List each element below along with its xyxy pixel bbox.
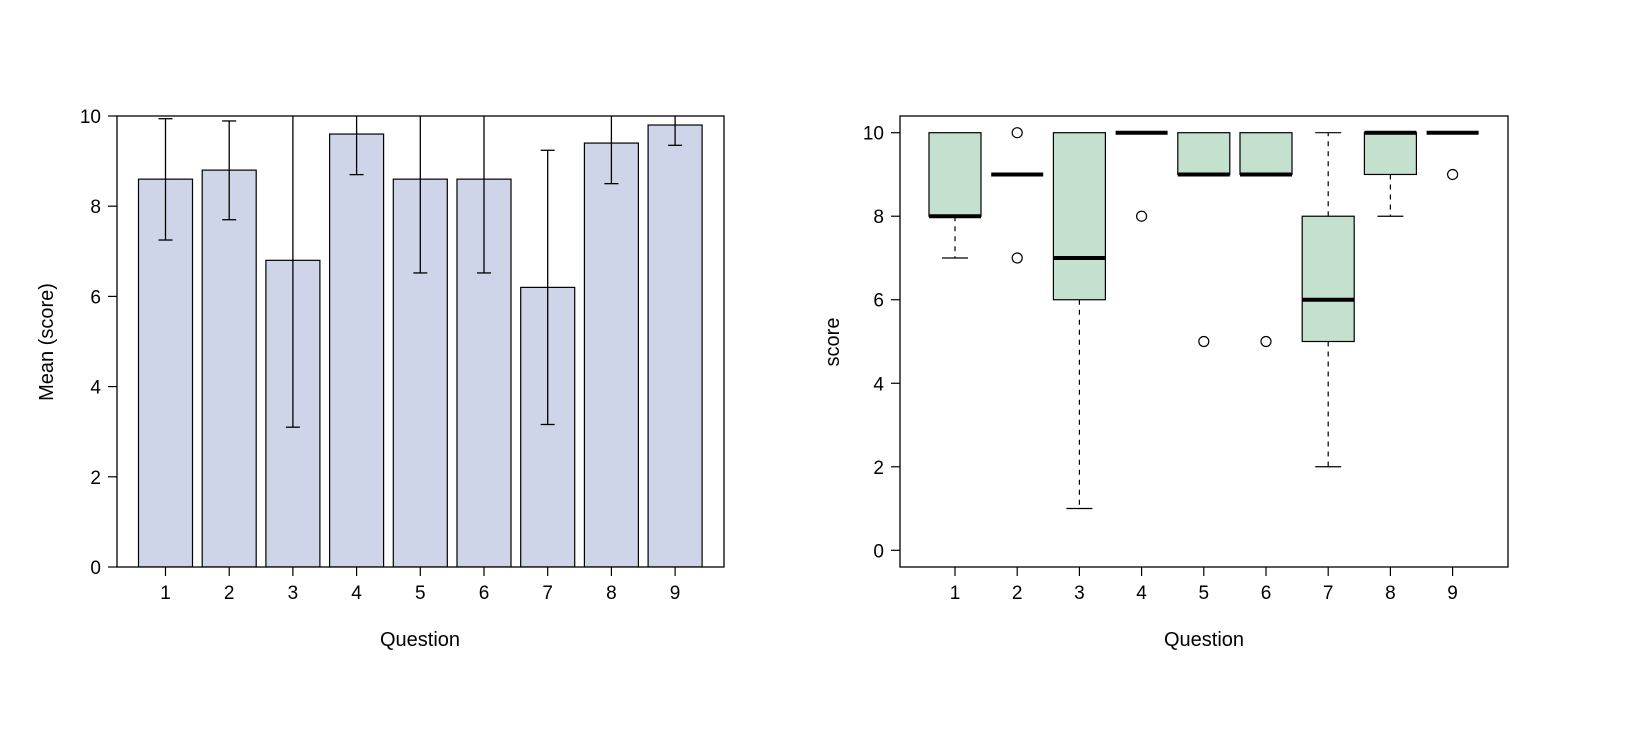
bar-q4 <box>329 133 385 567</box>
box-chart-xtick-label: 8 <box>1385 583 1396 604</box>
box-chart-xtick-label: 1 <box>950 583 961 604</box>
bar-chart-xtick-label: 1 <box>160 583 171 604</box>
iqr-box <box>1363 132 1418 176</box>
bar-chart-xtick-label: 6 <box>479 583 490 604</box>
boxplot-q1 <box>928 132 982 259</box>
iqr-box <box>1177 132 1231 176</box>
bar-chart-xtick-label: 4 <box>351 583 362 604</box>
outlier-point <box>1011 252 1023 264</box>
iqr-box <box>1052 132 1107 301</box>
boxplot-q9 <box>1426 130 1479 181</box>
boxplot-q8 <box>1363 130 1418 217</box>
box-chart-xtick-label: 7 <box>1323 583 1334 604</box>
bar-chart-xtick-label: 8 <box>606 583 617 604</box>
boxplot-q3 <box>1052 132 1107 510</box>
iqr-box <box>928 132 982 217</box>
outlier-point <box>1198 335 1210 348</box>
iqr-box <box>1301 215 1355 343</box>
box-chart-plot-frame <box>899 115 1509 568</box>
box-chart-xtick-label: 2 <box>1012 583 1023 604</box>
bar-chart-ytick-label: 10 <box>80 107 101 128</box>
bar-chart-xtick-label: 5 <box>415 583 426 604</box>
box-chart-ytick-label: 4 <box>873 374 884 395</box>
box-chart-ytick-label: 10 <box>863 124 884 145</box>
boxplot-q5 <box>1177 132 1231 348</box>
box-chart-xtick-label: 3 <box>1074 583 1085 604</box>
boxplot-q4 <box>1115 130 1168 222</box>
bar-q8 <box>583 142 640 567</box>
bar-q1 <box>137 178 194 567</box>
boxplot-q2 <box>991 127 1044 264</box>
bar-q2 <box>201 169 257 567</box>
bar-chart-xtick-label: 2 <box>224 583 235 604</box>
box-chart-ytick-label: 6 <box>873 291 884 312</box>
bar-chart-marks <box>137 116 703 567</box>
bar-chart-xlabel: Question <box>380 629 460 651</box>
box-chart-ytick-label: 0 <box>873 541 884 562</box>
box-chart-xtick-label: 9 <box>1447 583 1458 604</box>
bar-chart-ytick-label: 2 <box>90 468 101 489</box>
bar-chart-ytick-label: 6 <box>90 287 101 308</box>
outlier-point <box>1011 127 1023 139</box>
bar-chart-ytick-label: 4 <box>90 378 101 399</box>
box-chart-xtick-label: 4 <box>1136 583 1147 604</box>
bar-chart-xtick-label: 9 <box>670 583 681 604</box>
bar-chart-ytick-label: 0 <box>90 558 101 579</box>
box-chart-xlabel: Question <box>1164 629 1244 651</box>
box-chart-ytick-label: 8 <box>873 207 884 228</box>
bar-chart-xtick-label: 3 <box>288 583 299 604</box>
boxplot-q6 <box>1239 132 1293 348</box>
bar-chart-xtick-label: 7 <box>542 583 553 604</box>
bar-q9 <box>647 124 703 567</box>
box-chart-xtick-label: 5 <box>1199 583 1210 604</box>
box-chart-ytick-label: 2 <box>873 458 884 479</box>
bar-chart-ylabel: Mean (score) <box>36 283 58 401</box>
outlier-point <box>1446 168 1459 181</box>
box-chart-xtick-label: 6 <box>1261 583 1272 604</box>
outlier-point <box>1260 335 1272 348</box>
iqr-box <box>1239 132 1293 176</box>
box-chart-ylabel: score <box>822 318 844 367</box>
boxplot-q7 <box>1301 132 1355 468</box>
outlier-point <box>1135 210 1148 222</box>
bar-chart-ytick-label: 8 <box>90 197 101 218</box>
